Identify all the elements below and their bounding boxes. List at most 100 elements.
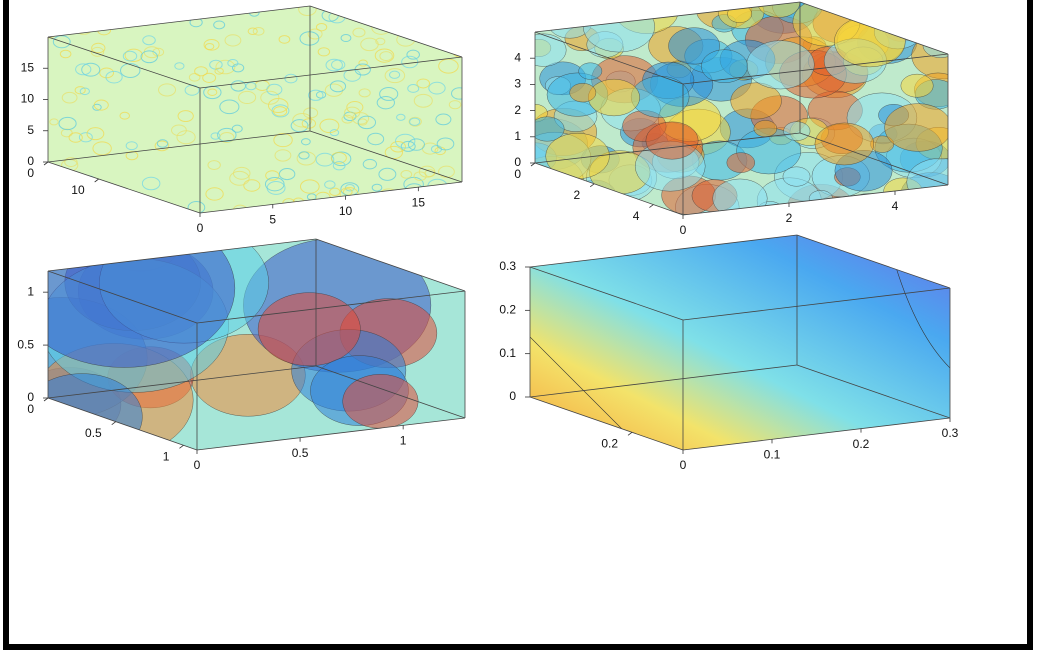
contour-blob <box>58 116 77 131</box>
contour-blob <box>409 117 421 126</box>
x-tick-label: 0.1 <box>764 448 781 462</box>
x-tick-label: 0 <box>680 458 687 472</box>
contour-blob <box>341 114 354 124</box>
contour-blob <box>395 133 416 149</box>
contour-blob <box>358 59 368 67</box>
box-edge <box>529 396 684 451</box>
z-tick-label: 0.3 <box>499 259 516 273</box>
contour-blob <box>782 166 811 187</box>
tick-mark <box>111 421 116 425</box>
tick-mark <box>530 162 536 167</box>
contour-blob <box>158 83 177 97</box>
box-edge <box>682 287 951 321</box>
contour-blob <box>783 121 811 141</box>
box-edge <box>529 234 798 268</box>
contour-blob <box>266 83 283 96</box>
box-edge <box>682 184 949 216</box>
y-tick-label: 0.2 <box>601 437 618 451</box>
contour-blob <box>75 63 92 76</box>
contour-blob <box>207 160 221 171</box>
contour-blob <box>224 34 242 47</box>
contour-blob <box>360 37 379 52</box>
tick-mark <box>179 444 184 449</box>
contour-blob <box>448 100 462 110</box>
contour-blob <box>374 48 395 63</box>
box-edge <box>47 238 317 272</box>
contour-blob <box>79 87 90 96</box>
contour-blob <box>217 127 237 143</box>
box-edge <box>199 56 463 89</box>
z-tick-label: 10 <box>21 92 35 106</box>
volume-fill <box>48 6 462 213</box>
contour-blob <box>74 86 86 95</box>
tick-mark <box>649 204 654 208</box>
contour-blob <box>730 82 782 120</box>
contour-blob <box>438 58 459 74</box>
contour-blob <box>68 132 83 143</box>
contour-blob <box>264 176 285 192</box>
contour-blob <box>342 374 419 429</box>
contour-blob <box>203 38 220 51</box>
z-tick-label: 0 <box>514 155 521 169</box>
contour-blob <box>49 118 59 126</box>
contour-blob <box>141 176 161 191</box>
contour-blob <box>61 91 78 104</box>
contour-blob <box>569 83 597 103</box>
contour-blob <box>384 68 406 84</box>
y-tick-label: 10 <box>71 183 85 197</box>
y-tick-label: 0 <box>27 402 34 416</box>
contour-blob <box>187 200 206 213</box>
box-edge <box>47 161 201 214</box>
box-edge <box>534 1 801 33</box>
contour-blob <box>358 88 371 98</box>
contour-blob <box>376 95 395 110</box>
volume-plot: 0 0.1 0.2 0.3 0.2 0 0.1 0.2 0.3 <box>499 234 959 472</box>
contour-blob <box>122 50 138 62</box>
tick-mark <box>94 178 99 183</box>
x-tick-label: 0.3 <box>942 426 959 440</box>
contour-blob <box>340 33 352 43</box>
z-tick-label: 0 <box>27 154 34 168</box>
contour-blob <box>408 116 422 127</box>
contour-blob <box>119 111 130 120</box>
box-edge <box>47 5 311 38</box>
contour-blob <box>329 80 347 93</box>
x-tick-label: 0.5 <box>292 446 309 460</box>
frame <box>3 0 1033 650</box>
contour-blob <box>900 73 934 98</box>
z-tick-label: 0.5 <box>17 337 34 351</box>
contour-blob <box>229 170 250 186</box>
contour-blob <box>416 78 431 89</box>
contour-blob <box>400 140 416 152</box>
contour-blob <box>142 35 156 46</box>
contour-blob <box>307 89 324 101</box>
contour-blob <box>298 151 310 160</box>
contour-blob <box>315 22 328 32</box>
z-tick-label: 0.2 <box>499 303 516 317</box>
z-tick-label: 15 <box>21 60 35 74</box>
box-edge <box>315 365 466 419</box>
contour-blob <box>207 88 218 96</box>
contour-blob <box>330 151 347 164</box>
contour-blob <box>213 20 226 30</box>
contour-blob <box>86 127 105 141</box>
x-tick-label: 1 <box>400 434 407 448</box>
y-tick-label: 0 <box>27 166 34 180</box>
contour-blob <box>324 180 336 189</box>
contour-blob <box>219 99 240 115</box>
box-edge <box>47 130 311 163</box>
contour-blob <box>290 119 309 133</box>
contour-blob <box>204 42 215 51</box>
x-tick-label: 2 <box>786 211 793 225</box>
contour-blob <box>99 67 115 79</box>
contour-blob <box>252 26 265 36</box>
tick-mark <box>589 183 595 188</box>
z-tick-label: 4 <box>514 50 521 64</box>
contour-blob <box>396 113 406 121</box>
box-edge <box>796 364 951 419</box>
x-tick-label: 5 <box>269 213 276 227</box>
contour-blob <box>371 183 383 192</box>
contour-blob <box>384 145 403 160</box>
contour-blob <box>93 99 109 111</box>
z-tick-label: 5 <box>27 123 34 137</box>
